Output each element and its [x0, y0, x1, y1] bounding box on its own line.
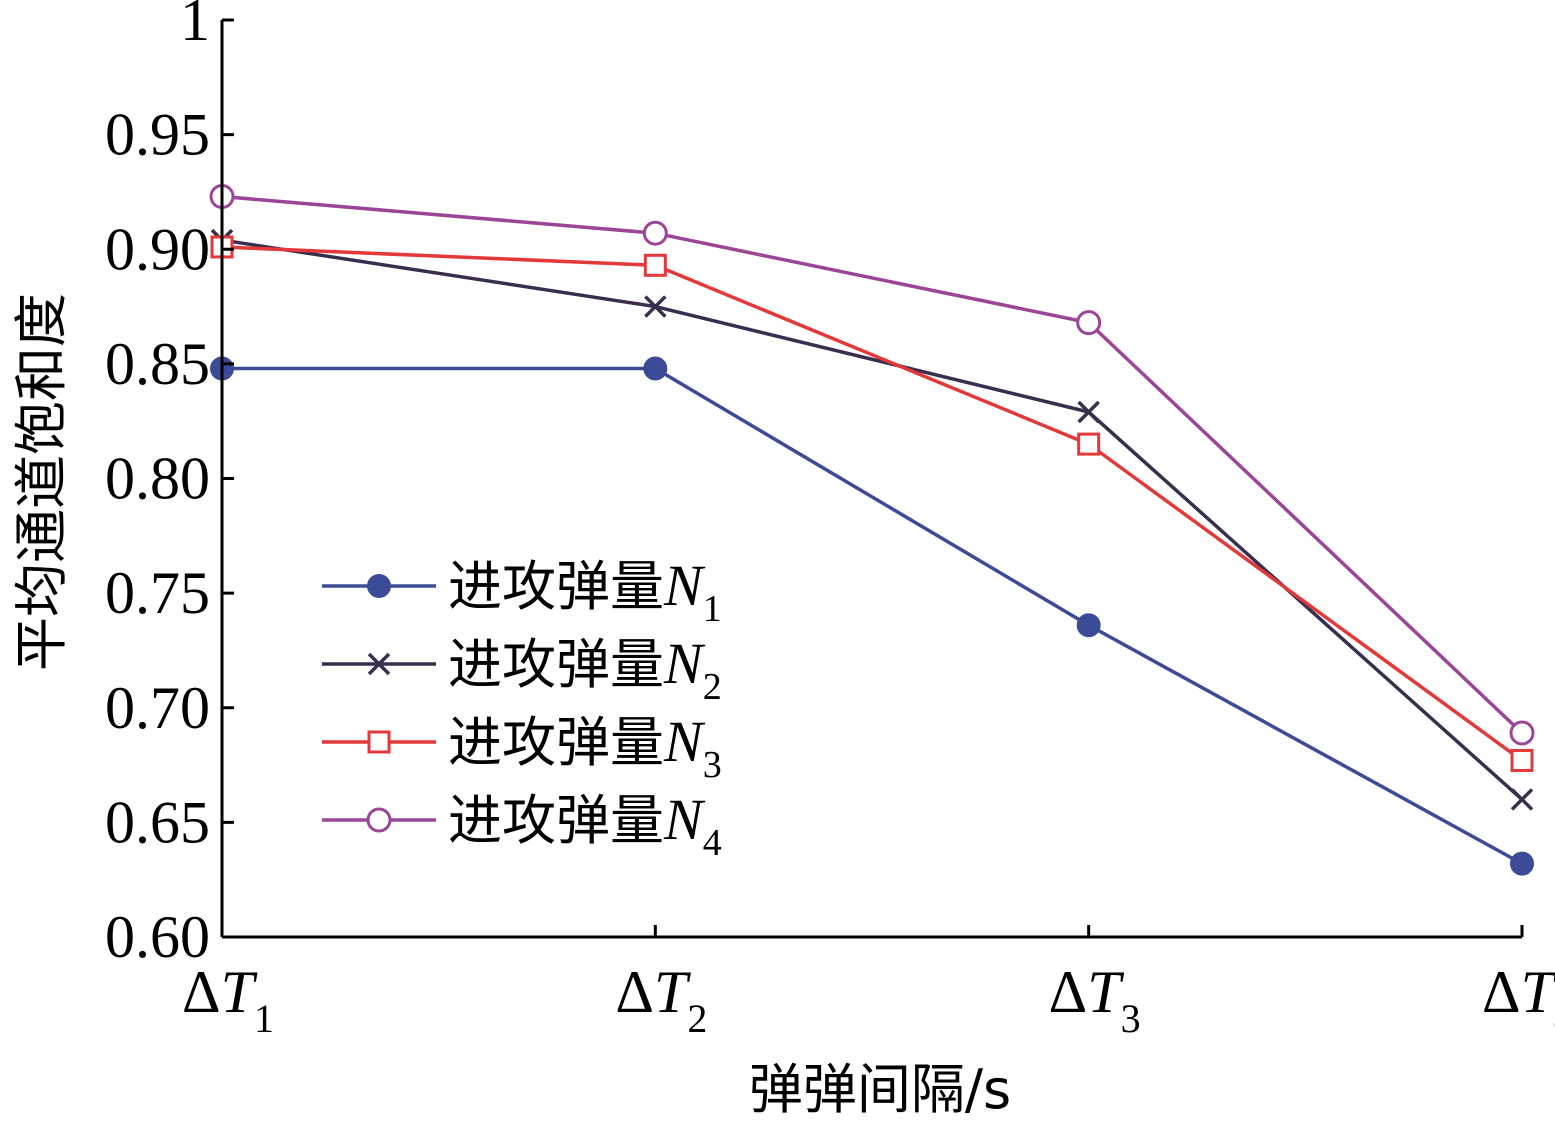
series-4: [209, 184, 1535, 746]
series-layer: [209, 184, 1535, 876]
x-ticks: ΔT1 ΔT2 ΔT3 ΔT4: [182, 925, 1555, 1041]
y-axis-title: 平均通道饱和度: [10, 293, 73, 671]
x-tick-label: ΔT2: [615, 959, 707, 1041]
series-line: [221, 238, 1524, 801]
legend-label: 进攻弹量N1: [448, 553, 722, 630]
legend-label: 进攻弹量N2: [448, 631, 722, 708]
legend-entry: 进攻弹量N2: [322, 631, 722, 708]
data-point: [644, 295, 667, 318]
series-3: [210, 235, 1534, 772]
data-point: [1077, 400, 1100, 424]
data-point: [1076, 310, 1102, 336]
series-line: [221, 245, 1524, 762]
y-tick-label: 0.85: [105, 331, 210, 397]
legend-marker: [366, 807, 392, 833]
legend-entry: 进攻弹量N1: [322, 553, 722, 630]
series-2: [210, 228, 1534, 811]
series-1: [210, 356, 1534, 876]
y-tick-label: 1: [180, 0, 210, 53]
x-tick-label: ΔT3: [1049, 959, 1141, 1041]
data-point: [1510, 788, 1534, 811]
legend-entry: 进攻弹量N3: [322, 709, 722, 786]
legend-marker: [367, 574, 391, 598]
x-tick-label: ΔT1: [182, 959, 274, 1041]
data-point: [1077, 432, 1101, 456]
legend-label: 进攻弹量N4: [448, 787, 722, 864]
y-tick-label: 0.70: [105, 675, 210, 741]
y-tick-label: 0.80: [105, 446, 210, 512]
legend-marker: [367, 652, 391, 676]
y-tick-label: 0.95: [105, 102, 210, 168]
x-axis-title: 弹弹间隔/s: [749, 1058, 1011, 1121]
series-line: [221, 194, 1524, 735]
y-ticks: 0.60 0.65 0.70 0.75 0.80 0.85 0.90 0.95 1: [105, 0, 234, 970]
legend-label: 进攻弹量N3: [448, 709, 722, 786]
data-point: [1509, 720, 1535, 746]
y-tick-label: 0.60: [105, 904, 210, 970]
legend-entry: 进攻弹量N4: [322, 787, 722, 864]
data-point: [1076, 613, 1101, 638]
data-point: [643, 253, 667, 277]
axes: [220, 20, 1522, 939]
data-point: [1510, 748, 1534, 772]
data-point: [643, 356, 668, 381]
data-point: [1510, 851, 1534, 876]
series-line: [222, 366, 1523, 866]
y-tick-label: 0.75: [105, 560, 210, 626]
data-point: [642, 220, 668, 246]
y-tick-label: 0.90: [105, 216, 210, 282]
y-tick-label: 0.65: [105, 789, 210, 855]
legend-marker: [367, 730, 391, 754]
x-tick-label: ΔT4: [1482, 959, 1555, 1041]
